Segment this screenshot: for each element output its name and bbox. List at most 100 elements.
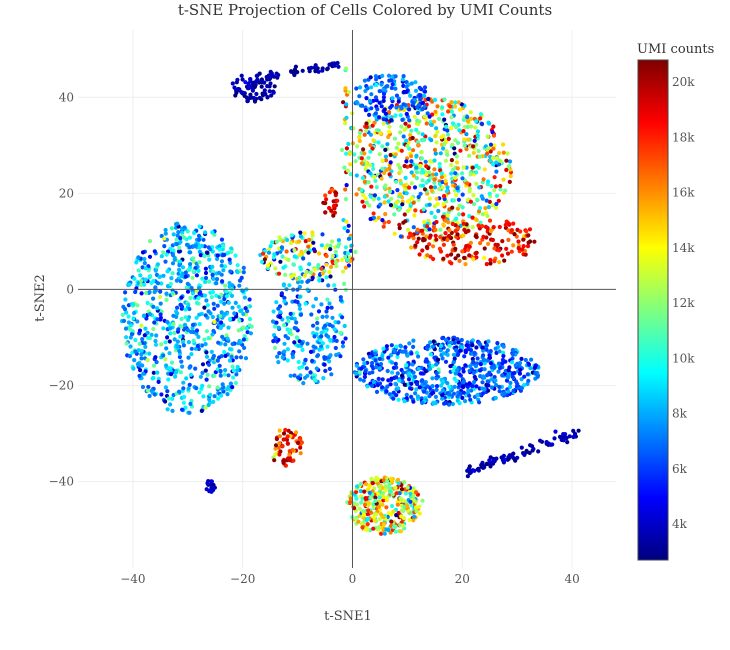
cell-point xyxy=(274,436,279,442)
cell-point xyxy=(389,196,394,201)
cell-point xyxy=(191,256,196,261)
cell-point xyxy=(204,298,209,303)
cell-point xyxy=(441,379,446,384)
cell-point xyxy=(158,317,163,322)
cell-point xyxy=(163,231,168,236)
cell-point xyxy=(148,274,153,279)
cell-point xyxy=(432,177,437,182)
cell-point xyxy=(497,151,502,156)
cell-point xyxy=(127,282,132,287)
cell-point xyxy=(420,107,425,112)
cell-point xyxy=(525,244,531,249)
cell-point xyxy=(376,140,381,145)
cell-point xyxy=(387,124,392,129)
cell-point xyxy=(485,358,490,363)
cell-point xyxy=(308,270,313,275)
cell-point xyxy=(393,113,398,118)
cell-point xyxy=(407,185,412,190)
cell-point xyxy=(464,147,469,152)
cell-point xyxy=(296,375,301,380)
cell-point xyxy=(311,247,317,252)
cell-point xyxy=(394,393,399,398)
cell-point xyxy=(144,290,149,296)
cell-point xyxy=(397,222,402,227)
cell-point xyxy=(461,380,466,385)
cell-point xyxy=(363,196,368,201)
cell-point xyxy=(518,367,523,372)
cell-point xyxy=(488,257,493,263)
cell-point xyxy=(229,246,234,251)
cell-point xyxy=(153,268,158,273)
cell-point xyxy=(442,97,447,102)
cell-point xyxy=(443,359,449,364)
cell-point xyxy=(414,165,419,170)
cell-point xyxy=(252,99,258,104)
cell-point xyxy=(153,355,158,360)
cell-point xyxy=(137,373,142,378)
cell-point xyxy=(417,511,422,516)
cell-point xyxy=(388,512,394,517)
cell-point xyxy=(433,151,438,156)
cell-point xyxy=(333,190,338,195)
cell-point xyxy=(501,142,506,147)
cell-point xyxy=(128,344,133,349)
cell-point xyxy=(207,384,212,389)
cell-point xyxy=(402,163,407,169)
cell-point xyxy=(404,191,409,196)
cell-point xyxy=(514,384,520,389)
cell-point xyxy=(457,372,462,377)
cell-point xyxy=(465,115,470,120)
cell-point xyxy=(191,338,196,343)
cell-point xyxy=(510,374,515,379)
cell-point xyxy=(220,247,225,252)
cell-point xyxy=(354,489,359,495)
cell-point xyxy=(304,366,309,371)
cell-point xyxy=(518,229,523,234)
cell-point xyxy=(184,242,190,247)
cell-point xyxy=(186,340,191,345)
cell-point xyxy=(203,270,209,276)
cell-point xyxy=(450,205,455,210)
cell-point xyxy=(132,310,137,316)
cell-point xyxy=(243,356,249,361)
cell-point xyxy=(440,396,445,401)
cell-point xyxy=(497,389,502,394)
cell-point xyxy=(178,259,183,264)
y-tick-label: −40 xyxy=(49,475,74,489)
cell-point xyxy=(372,174,377,179)
cell-point xyxy=(397,192,403,197)
cell-point xyxy=(222,301,227,306)
cell-point xyxy=(409,81,414,86)
cell-point xyxy=(311,240,316,245)
cell-point xyxy=(268,69,273,74)
cell-point xyxy=(165,319,170,325)
cell-point xyxy=(169,360,175,365)
cell-point xyxy=(332,334,337,340)
cell-point xyxy=(389,519,394,524)
chart-title: t-SNE Projection of Cells Colored by UMI… xyxy=(178,1,552,19)
cell-point xyxy=(445,381,450,386)
cell-point xyxy=(388,105,393,110)
cell-point xyxy=(398,181,404,186)
cell-point xyxy=(297,284,302,289)
cell-point xyxy=(285,315,290,320)
cell-point xyxy=(215,256,220,262)
cell-point xyxy=(209,485,214,490)
cell-point xyxy=(390,370,395,375)
cell-point xyxy=(163,357,168,362)
cell-point xyxy=(413,490,419,495)
cell-point xyxy=(176,230,181,235)
cell-point xyxy=(178,239,183,245)
cell-point xyxy=(471,359,476,364)
cell-point xyxy=(170,396,175,401)
cell-point xyxy=(380,158,385,163)
cell-point xyxy=(347,500,353,505)
cell-point xyxy=(247,83,252,88)
cell-point xyxy=(302,361,307,366)
cell-point xyxy=(380,353,385,358)
cell-point xyxy=(181,343,186,348)
cell-point xyxy=(311,304,316,309)
cell-point xyxy=(331,203,337,208)
cell-point xyxy=(220,382,225,387)
